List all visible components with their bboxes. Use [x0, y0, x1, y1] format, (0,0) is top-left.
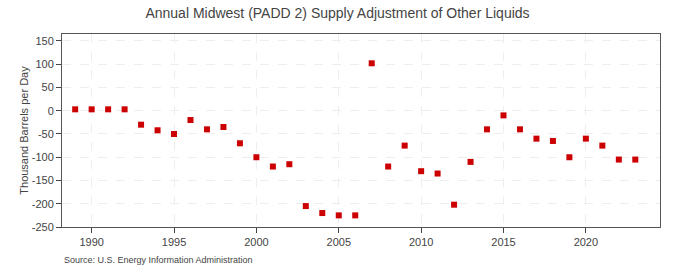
svg-text:2010: 2010 — [409, 236, 433, 248]
svg-text:2000: 2000 — [244, 236, 268, 248]
svg-text:-250: -250 — [32, 221, 54, 233]
svg-text:1995: 1995 — [162, 236, 186, 248]
svg-text:150: 150 — [35, 35, 53, 47]
svg-text:2005: 2005 — [327, 236, 351, 248]
svg-text:Source: U.S. Energy Informatio: Source: U.S. Energy Information Administ… — [64, 255, 253, 265]
svg-text:50: 50 — [42, 81, 54, 93]
svg-text:2015: 2015 — [491, 236, 515, 248]
svg-text:-100: -100 — [32, 151, 54, 163]
svg-text:-50: -50 — [38, 128, 54, 140]
svg-text:-200: -200 — [32, 198, 54, 210]
svg-text:-150: -150 — [32, 174, 54, 186]
svg-text:0: 0 — [48, 105, 54, 117]
svg-text:Thousand Barrels per Day: Thousand Barrels per Day — [18, 66, 30, 195]
svg-text:Annual Midwest (PADD 2) Supply: Annual Midwest (PADD 2) Supply Adjustmen… — [145, 5, 529, 21]
svg-text:100: 100 — [35, 58, 53, 70]
svg-text:1990: 1990 — [79, 236, 103, 248]
svg-text:2020: 2020 — [574, 236, 598, 248]
